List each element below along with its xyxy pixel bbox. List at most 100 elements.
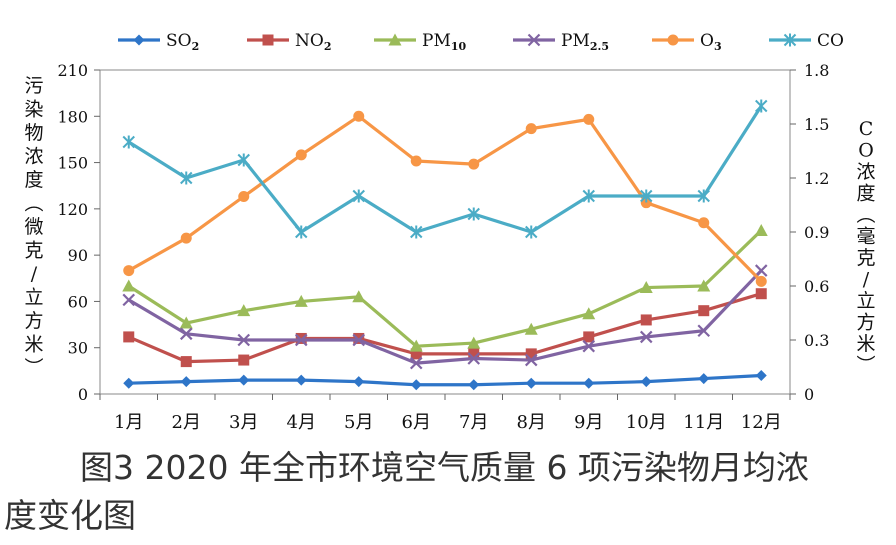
caption-line-2: 度变化图 (4, 496, 136, 535)
left-axis-title-char: 浓 (24, 146, 43, 168)
left-tick-label: 60 (68, 292, 88, 311)
left-axis-title-char: 染 (24, 99, 43, 121)
x-tick-label: 3月 (229, 412, 258, 433)
series-line (127, 114, 763, 283)
right-tick-label: 0.6 (804, 277, 829, 296)
left-tick-label: 210 (57, 61, 88, 80)
data-point (410, 225, 423, 239)
left-tick-label: 150 (57, 154, 88, 173)
left-tick-label: 120 (57, 200, 88, 219)
series-o3 (123, 110, 767, 287)
series-layer (122, 99, 768, 391)
data-point (527, 33, 541, 47)
x-tick-label: 6月 (402, 412, 431, 433)
right-axis-title-char: C (859, 118, 874, 140)
legend-label: SO2 (166, 31, 199, 53)
data-point (122, 135, 135, 149)
left-axis-title-char: ︶ (24, 357, 43, 379)
legend-item: CO (769, 31, 844, 51)
data-point (468, 158, 480, 170)
data-point (467, 207, 480, 221)
left-axis-title-char: 米 (24, 334, 43, 356)
x-tick-label: 4月 (287, 412, 316, 433)
data-point (525, 377, 537, 389)
data-point (122, 279, 136, 292)
legend-item: PM10 (374, 31, 467, 53)
data-point (122, 293, 136, 307)
data-point (409, 356, 423, 370)
data-point (237, 304, 251, 317)
right-axis-title-char: / (863, 269, 870, 291)
legend-item: NO2 (247, 31, 331, 53)
legend-item: O3 (652, 31, 722, 53)
data-point (352, 290, 366, 303)
data-point (237, 153, 250, 167)
data-point (262, 34, 274, 46)
chart-legend: SO2 NO2 PM10 PM2.5 O3 CO (118, 31, 844, 53)
data-point (697, 324, 711, 338)
left-axis-title-char: 污 (24, 75, 43, 97)
left-tick-label: 180 (57, 107, 88, 126)
series-so2 (123, 369, 767, 391)
data-point (123, 377, 135, 389)
data-point (525, 225, 538, 239)
data-point (467, 336, 481, 349)
right-axis-title-char: ︵ (856, 204, 875, 226)
series-co (122, 99, 768, 239)
data-point (133, 34, 145, 46)
legend-label: PM10 (422, 31, 467, 53)
series-pm25 (122, 264, 768, 370)
data-point (294, 333, 308, 347)
x-tick-label: 9月 (574, 412, 603, 433)
right-axis-title-char: 毫 (856, 226, 875, 248)
data-point (237, 333, 251, 347)
line-chart: SO2 NO2 PM10 PM2.5 O3 CO 0 30 60 90 120 150 180 210 污… (24, 31, 876, 433)
right-axis-title-char: 方 (856, 312, 875, 334)
right-tick-label: 1.8 (804, 61, 829, 80)
data-point (410, 379, 422, 391)
data-point (524, 353, 538, 367)
data-point (409, 339, 423, 352)
data-point (467, 352, 481, 365)
data-point (755, 369, 767, 381)
left-axis-title-char: 立 (24, 287, 43, 309)
right-tick-label: 0 (804, 385, 814, 404)
data-point (754, 264, 768, 277)
data-point (468, 379, 480, 391)
right-axis-title-char: O (858, 140, 874, 162)
data-point (640, 376, 652, 388)
data-point (639, 281, 653, 294)
data-point (755, 275, 767, 287)
data-point (525, 348, 537, 360)
right-tick-label: 0.3 (804, 331, 829, 350)
series-line (128, 292, 762, 364)
right-axis-title-char: 克 (856, 247, 875, 269)
data-point (640, 314, 652, 326)
legend-item: PM2.5 (513, 31, 609, 53)
series-line (127, 269, 763, 365)
data-point (238, 374, 250, 386)
x-tick-label: 1月 (114, 412, 143, 433)
left-tick-label: 30 (68, 339, 88, 358)
right-axis-title-char: ︶ (856, 355, 875, 377)
data-point (180, 356, 192, 368)
data-point (295, 225, 308, 239)
data-point (410, 348, 422, 360)
left-axis-title-char: 微 (24, 216, 43, 238)
data-point (524, 322, 538, 335)
legend-label: CO (817, 31, 844, 51)
x-tick-label: 11月 (683, 412, 724, 433)
data-point (697, 189, 710, 203)
right-axis-title-char: 度 (856, 183, 875, 205)
left-axis-title-char: ︵ (24, 193, 43, 215)
series-no2 (123, 288, 767, 368)
data-point (179, 327, 193, 341)
data-point (667, 34, 679, 46)
right-tick-label: 0.9 (804, 223, 829, 242)
data-point (352, 189, 365, 203)
data-point (123, 265, 135, 277)
data-point (353, 110, 365, 122)
right-axis-title-char: 米 (856, 333, 875, 355)
